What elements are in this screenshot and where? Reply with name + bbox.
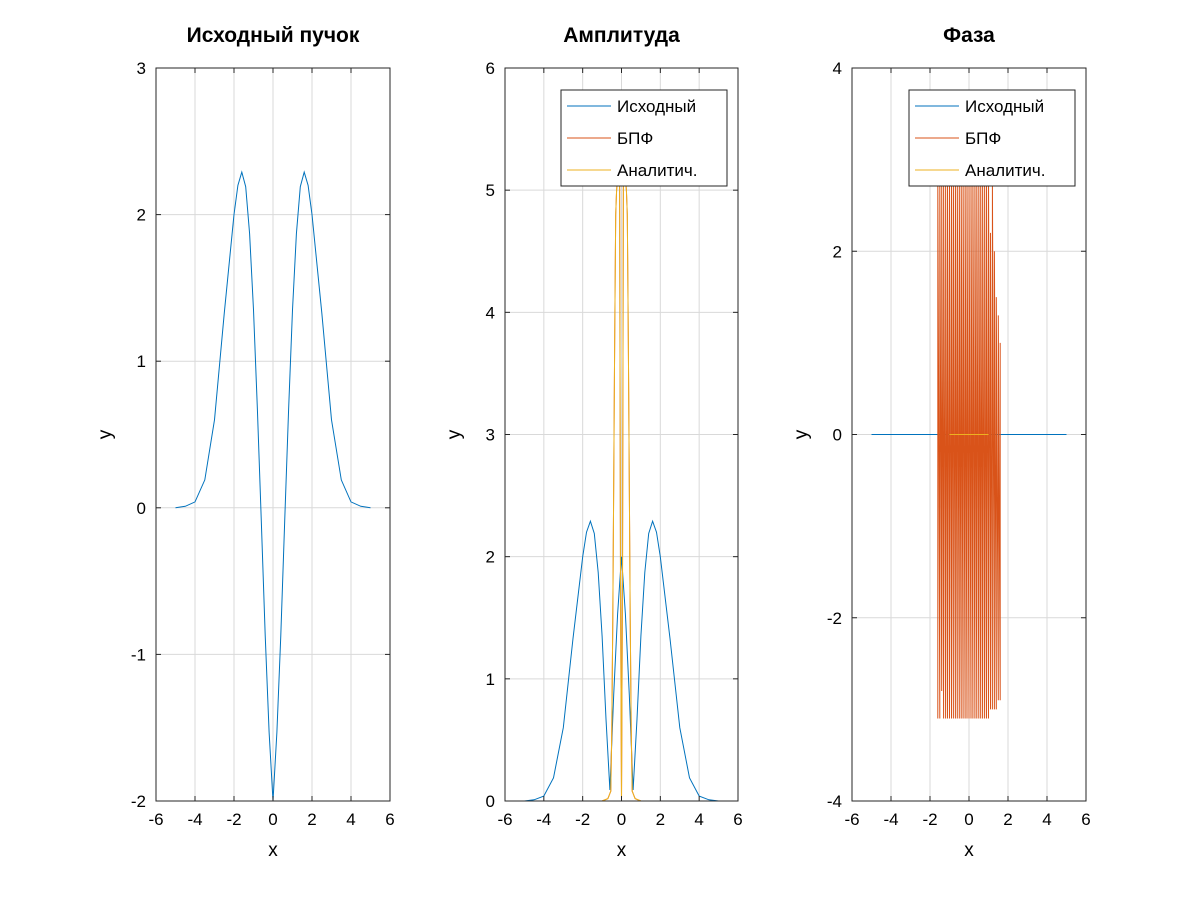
x-tick-label: 0	[964, 810, 973, 829]
legend-label: Исходный	[617, 97, 696, 116]
tick-labels: -6 -4 -2 0 2 4 6 0 1 2 3 4 5 6	[486, 59, 743, 829]
x-axis-label: x	[617, 840, 627, 861]
chart-title: Амплитуда	[563, 24, 680, 47]
legend-label: Аналитич.	[965, 161, 1045, 180]
legend-label: Исходный	[965, 97, 1044, 116]
x-tick-label: 4	[1042, 810, 1051, 829]
y-tick-label: 5	[486, 181, 495, 200]
x-tick-label: -2	[922, 810, 937, 829]
x-tick-label: -6	[844, 810, 859, 829]
y-tick-label: 1	[486, 670, 495, 689]
tick-labels: -6 -4 -2 0 2 4 6 -2 -1 0 1 2 3	[131, 59, 395, 829]
y-tick-label: 0	[833, 426, 842, 445]
legend: Исходный БПФ Аналитич.	[560, 89, 728, 187]
x-tick-label: 6	[733, 810, 742, 829]
legend-label: БПФ	[965, 129, 1001, 148]
x-tick-label: -4	[536, 810, 551, 829]
x-tick-label: -2	[226, 810, 241, 829]
legend-label: БПФ	[617, 129, 653, 148]
x-tick-label: 0	[268, 810, 277, 829]
y-tick-label: 4	[833, 59, 842, 78]
x-tick-label: 6	[1081, 810, 1090, 829]
series-line-2	[937, 177, 1001, 719]
x-tick-label: 4	[694, 810, 703, 829]
y-tick-label: -4	[827, 792, 842, 811]
x-tick-label: -2	[575, 810, 590, 829]
y-tick-label: 4	[486, 303, 495, 322]
y-axis-label: y	[95, 429, 116, 439]
chart-title: Исходный пучок	[187, 24, 360, 47]
x-tick-label: 6	[385, 810, 394, 829]
y-axis-label: y	[791, 429, 812, 439]
x-tick-label: 2	[307, 810, 316, 829]
x-tick-label: -4	[883, 810, 898, 829]
panel-initial-beam: -6 -4 -2 0 2 4 6 -2 -1 0 1 2 3 Исходный пучок x y	[95, 24, 395, 861]
y-tick-label: 0	[137, 499, 146, 518]
y-tick-label: 2	[833, 242, 842, 261]
y-tick-label: 3	[486, 426, 495, 445]
y-tick-label: 2	[486, 548, 495, 567]
x-tick-label: -6	[148, 810, 163, 829]
y-axis-label: y	[444, 429, 465, 439]
y-tick-label: 3	[137, 59, 146, 78]
x-tick-label: 2	[1003, 810, 1012, 829]
chart-title: Фаза	[943, 24, 995, 47]
y-tick-label: 6	[486, 59, 495, 78]
series-line-1	[524, 519, 719, 802]
y-tick-label: -2	[827, 609, 842, 628]
x-tick-label: 0	[617, 810, 626, 829]
panel-amplitude: -6 -4 -2 0 2 4 6 0 1 2 3 4 5 6 Амплитуда x y Исходный…	[444, 24, 743, 861]
series-group	[871, 177, 1067, 719]
y-tick-label: -1	[131, 645, 146, 664]
x-tick-label: -6	[497, 810, 512, 829]
legend-label: Аналитич.	[617, 161, 697, 180]
legend: Исходный БПФ Аналитич.	[908, 89, 1076, 187]
x-tick-label: 4	[346, 810, 355, 829]
y-tick-label: 0	[486, 792, 495, 811]
x-tick-label: 2	[656, 810, 665, 829]
y-tick-label: -2	[131, 792, 146, 811]
y-tick-label: 1	[137, 352, 146, 371]
x-axis-label: x	[964, 840, 974, 861]
y-tick-label: 2	[137, 206, 146, 225]
x-tick-label: -4	[187, 810, 202, 829]
x-axis-label: x	[268, 840, 278, 861]
